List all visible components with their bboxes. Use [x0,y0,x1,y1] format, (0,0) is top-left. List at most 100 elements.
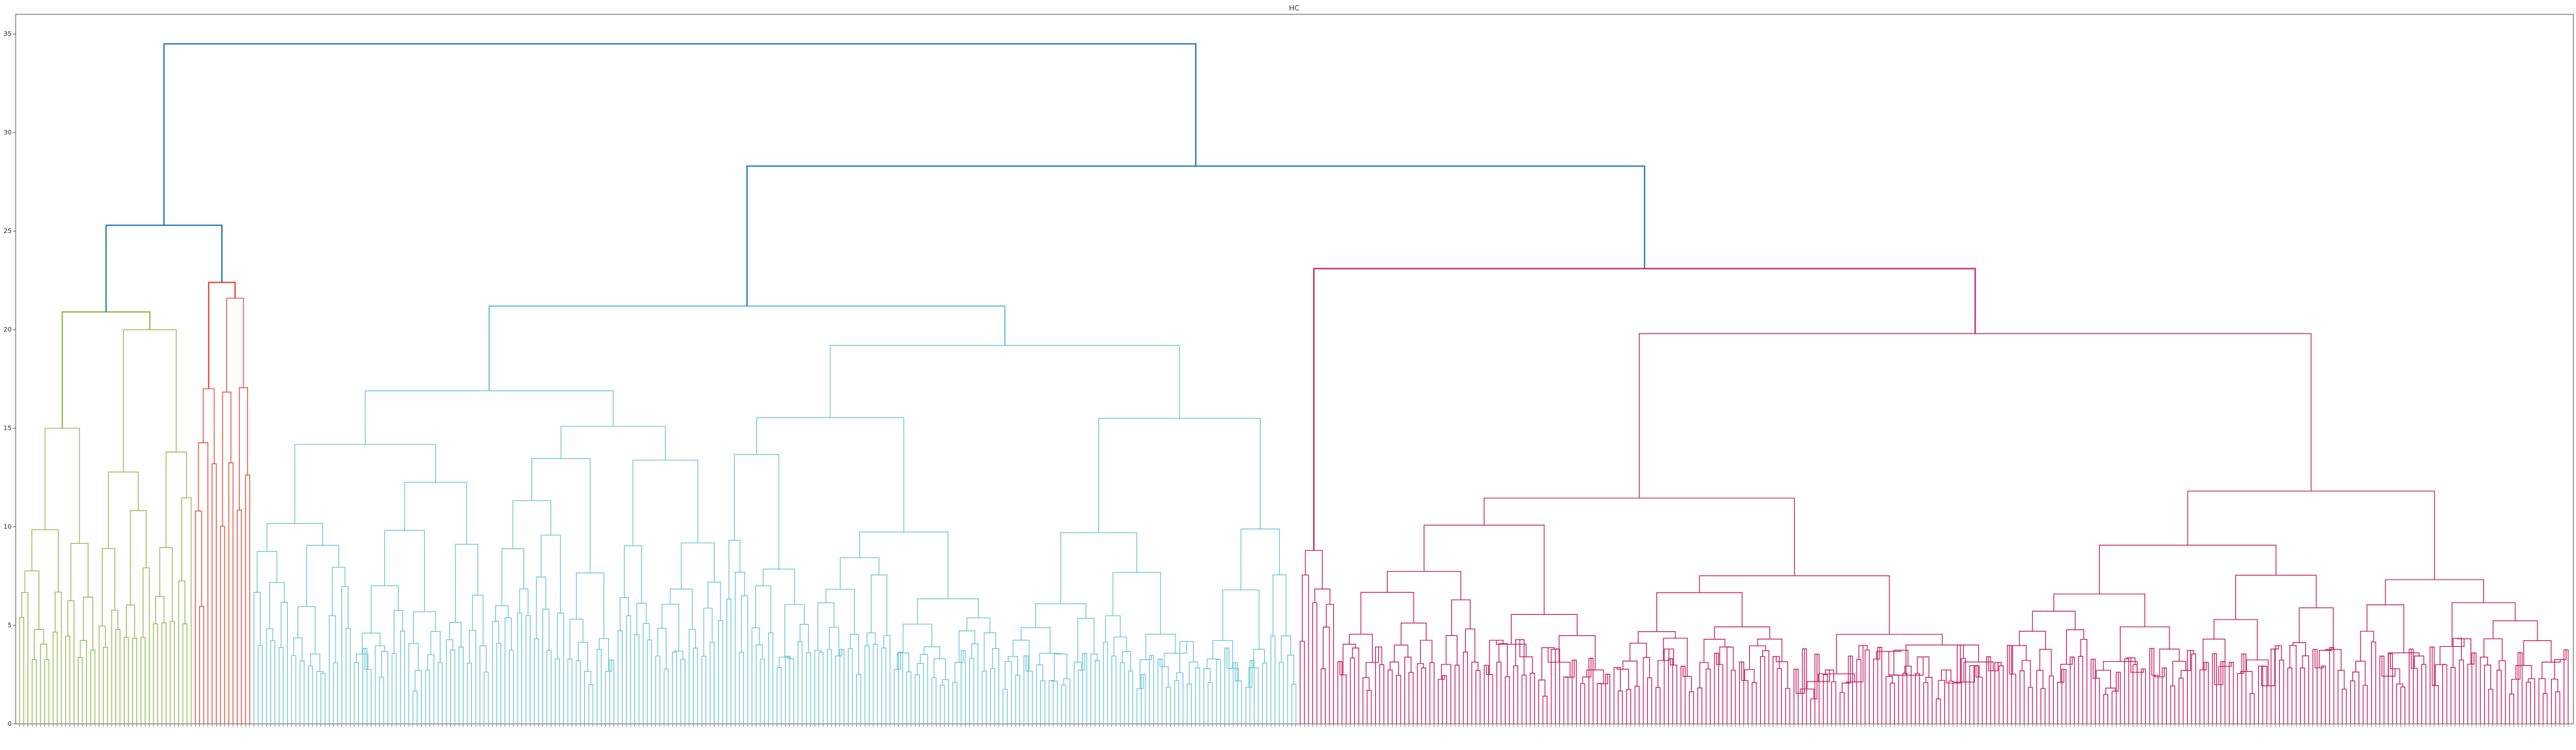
dendrogram-link [2388,652,2420,677]
dendrogram-link [1348,633,1373,663]
dendrogram-link [2099,544,2276,595]
dendrogram-link [1280,635,1292,663]
dendrogram-link [256,551,277,593]
dendrogram-link [1187,683,1192,724]
dendrogram-link [2432,647,2439,724]
dendrogram-link [839,557,880,589]
dendrogram-link [866,633,876,646]
dendrogram-link [1617,690,1623,724]
dendrogram-link [942,679,950,724]
dendrogram-link [1149,655,1155,724]
dendrogram-link [1111,655,1117,724]
dendrogram-link [1530,672,1535,724]
dendrogram-link [1925,677,1932,724]
dendrogram-link [2151,648,2159,724]
dendrogram-link [123,329,177,473]
dendrogram-link [576,572,604,639]
dendrogram-link [108,471,139,549]
dendrogram-link [2141,668,2146,724]
dendrogram-link [933,658,946,680]
dendrogram-link [557,612,565,724]
dendrogram-link [293,637,303,661]
y-tick-label: 35 [3,31,12,38]
dendrogram-link [1195,667,1200,724]
dendrogram-link [198,442,209,724]
dendrogram-link [1388,669,1393,724]
dendrogram-link [576,660,581,724]
dendrogram-link [1090,653,1098,724]
dendrogram-link [2554,649,2567,680]
dendrogram-link [1697,687,1703,724]
dendrogram-link [472,595,484,646]
dendrogram-link [914,674,920,724]
dendrogram-link [159,547,173,622]
dendrogram-link [830,345,1180,418]
dendrogram-link [1639,333,2312,499]
dendrogram-link [1216,659,1221,724]
dendrogram-link [2302,655,2310,724]
dendrogram-link [1025,655,1033,724]
dendrogram-link [1541,647,1555,680]
dendrogram-link [1337,661,1342,724]
dendrogram-link [567,658,573,724]
dendrogram-link [1417,663,1424,724]
dendrogram-link [2421,664,2427,724]
dendrogram-link [1313,268,1976,551]
dendrogram-link [1795,649,1805,694]
dendrogram-link [755,585,771,633]
dendrogram-link [1279,662,1284,724]
dendrogram-link [2191,653,2196,724]
dendrogram-link [1705,668,1711,724]
dendrogram-link [345,627,351,724]
dendrogram-link [222,392,232,527]
dendrogram-link [588,684,594,724]
dendrogram-link [916,663,924,724]
dendrogram-link [384,529,425,612]
dendrogram-link [1773,656,1780,724]
dendrogram-link [1352,648,1359,724]
dendrogram-link [739,651,744,724]
dendrogram-link [1040,680,1046,724]
dendrogram-link [132,638,138,724]
dendrogram-link [2213,619,2258,660]
dendrogram-link [2350,680,2355,724]
dendrogram-link [1917,656,1930,678]
dendrogram-link [504,617,512,724]
dendrogram-link [332,567,346,616]
dendrogram-link [469,630,476,724]
dendrogram-link [2413,655,2425,668]
dendrogram-link [2124,658,2130,724]
dendrogram-link [239,387,249,510]
dendrogram-link [1483,497,1795,576]
dendrogram-link [1831,681,1837,724]
dendrogram-link [31,659,37,724]
dendrogram-link [2467,653,2475,724]
dendrogram-link [1565,660,1575,678]
dendrogram-link [1986,656,1991,724]
dendrogram-link [1113,636,1127,656]
dendrogram-link [1475,670,1481,724]
dendrogram-link [2526,681,2531,724]
dendrogram-link [2235,574,2317,620]
dendrogram-link [971,643,978,724]
dendrogram-link [2360,631,2374,661]
dendrogram-link [1465,628,1476,663]
dendrogram-link [67,600,74,724]
dendrogram-link [2111,672,2119,724]
dendrogram-link [430,631,441,663]
dendrogram-link [1777,668,1782,724]
dendrogram-link [1513,665,1519,724]
dendrogram-link [859,531,949,599]
dendrogram-link [1423,524,1545,615]
dendrogram-link [2488,689,2494,724]
dendrogram-link [969,657,974,724]
leaf-tick-marks [19,724,2569,727]
dendrogram-link [2442,664,2447,724]
dendrogram-link [412,691,418,724]
dendrogram-link [2410,649,2418,724]
dendrogram-link [2396,683,2404,724]
dendrogram-link [2278,659,2284,724]
dendrogram-link [2032,610,2076,632]
dendrogram-link [1463,651,1468,724]
dendrogram-link [2453,638,2462,668]
